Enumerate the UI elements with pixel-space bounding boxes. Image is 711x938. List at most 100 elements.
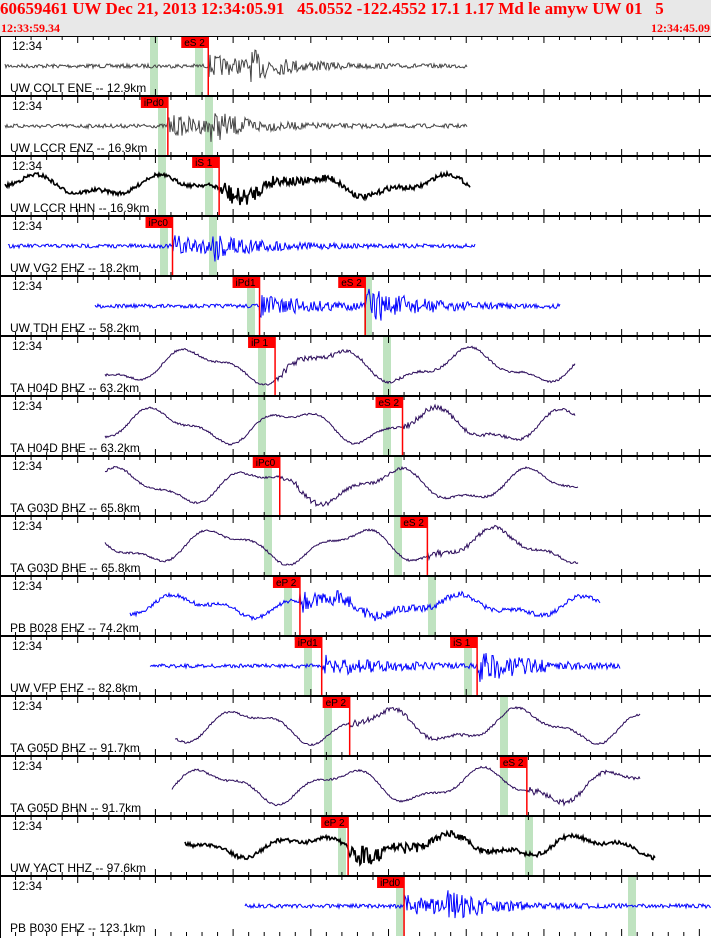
end-time: 12:34:45.09 [651, 21, 710, 35]
pick-label: iS 1 [195, 158, 213, 169]
row-time-label: 12:34 [12, 159, 42, 173]
row-time-label: 12:34 [12, 639, 42, 653]
pick-label: iPd1 [236, 278, 256, 289]
pick-label: eP 2 [324, 818, 345, 829]
pick-label: eS 2 [503, 758, 524, 769]
trace-row: eP 2 12:34 TA G05D BHZ -- 91.7km [0, 695, 711, 756]
pick-window [258, 336, 266, 396]
pick-window [394, 456, 402, 516]
pick-window [324, 756, 332, 816]
pick-label-bg [450, 637, 478, 648]
trace-row: eS 2 12:34 TA H04D BHE -- 63.2km [0, 395, 711, 456]
pick-label-bg [272, 577, 300, 588]
station-label: UW VFP EHZ -- 82.8km [10, 681, 138, 695]
waveform [4, 49, 468, 83]
trace-row: iPc0 12:34 TA G03D BHZ -- 65.8km [0, 455, 711, 516]
station-label: TA G03D BHZ -- 65.8km [10, 501, 140, 515]
station-label: UW VG2 EHZ -- 18.2km [10, 261, 139, 275]
pick-label: iPd0 [380, 878, 400, 889]
waveform [7, 235, 476, 262]
pick-label: eP 2 [326, 698, 347, 709]
trace-row: iPd1 iS 1 12:34 UW VFP EHZ -- 82.8km [0, 635, 711, 696]
pick-label-bg [181, 37, 209, 48]
pick-window [383, 336, 391, 396]
waveform [149, 653, 621, 682]
pick-window [383, 396, 391, 456]
trace-row: eS 2 12:34 UW COLT ENE -- 12.9km [0, 36, 711, 96]
pick-window [158, 96, 166, 156]
pick-window [160, 216, 168, 276]
pick-label: eS 2 [379, 398, 400, 409]
trace-row: iP 1 12:34 TA H04D BHZ -- 63.2km [0, 335, 711, 396]
waveform [104, 465, 579, 508]
pick-label: eS 2 [184, 38, 205, 49]
station-label: PB B030 EHZ -- 123.1km [10, 921, 145, 935]
pick-window [500, 756, 508, 816]
row-time-label: 12:34 [12, 519, 42, 533]
row-time-label: 12:34 [12, 339, 42, 353]
pick-window [205, 156, 213, 216]
pick-window [500, 696, 508, 756]
pick-window [525, 816, 533, 876]
pick-label-bg [400, 517, 428, 528]
row-time-label: 12:34 [12, 459, 42, 473]
pick-label-bg [192, 157, 220, 168]
row-time-label: 12:34 [12, 219, 42, 233]
pick-window [394, 516, 402, 576]
waveform [94, 288, 561, 321]
pick-window [158, 156, 166, 216]
station-label: UW YACT HHZ -- 97.6km [10, 861, 146, 875]
row-time-label: 12:34 [12, 279, 42, 293]
trace-row: eS 2 12:34 TA G05D BHN -- 91.7km [0, 755, 711, 816]
station-label: UW LCCR ENZ -- 16.9km [10, 141, 147, 155]
waveform [184, 829, 656, 867]
row-time-label: 12:34 [12, 819, 42, 833]
row-time-label: 12:34 [12, 879, 42, 893]
waveform [104, 345, 576, 386]
row-time-label: 12:34 [12, 99, 42, 113]
pick-label-bg [499, 757, 527, 768]
pick-label: iPd1 [298, 638, 318, 649]
trace-row: iPd0 12:34 PB B030 EHZ -- 123.1km [0, 875, 711, 936]
row-time-label: 12:34 [12, 699, 42, 713]
pick-label-bg [377, 877, 405, 888]
row-time-label: 12:34 [12, 759, 42, 773]
pick-window [209, 216, 217, 276]
event-title: 60659461 UW Dec 21, 2013 12:34:05.91 45.… [0, 0, 664, 18]
station-label: UW COLT ENE -- 12.9km [10, 81, 146, 95]
waveform [104, 524, 579, 566]
pick-window [428, 576, 436, 636]
pick-window [338, 816, 346, 876]
pick-label-bg [375, 397, 403, 408]
waveform [174, 705, 641, 747]
pick-label-bg [252, 457, 280, 468]
seismogram-plot: eS 2 12:34 UW COLT ENE -- 12.9km iPd0 12:34 U… [0, 36, 711, 938]
pick-window [364, 276, 372, 336]
waveform [171, 765, 641, 807]
pick-window [284, 576, 292, 636]
row-time-label: 12:34 [12, 399, 42, 413]
row-time-label: 12:34 [12, 39, 42, 53]
pick-label: iPc0 [256, 458, 276, 469]
pick-label: iP 1 [251, 338, 268, 349]
trace-row: iPc0 12:34 UW VG2 EHZ -- 18.2km [0, 215, 711, 276]
pick-label-bg [294, 637, 322, 648]
row-time-label: 12:34 [12, 579, 42, 593]
pick-label: eS 2 [403, 518, 424, 529]
header: 60659461 UW Dec 21, 2013 12:34:05.91 45.… [0, 0, 711, 36]
trace-row: eP 2 12:34 PB B028 EHZ -- 74.2km [0, 575, 711, 636]
waveform [129, 590, 601, 622]
pick-label-bg [140, 97, 168, 108]
waveform [4, 169, 471, 206]
pick-window [264, 456, 272, 516]
pick-label-bg [322, 697, 350, 708]
station-label: TA G05D BHN -- 91.7km [10, 801, 141, 815]
waveform [104, 403, 576, 446]
pick-label: iPc0 [149, 218, 169, 229]
station-label: TA G03D BHE -- 65.8km [10, 561, 140, 575]
station-label: TA G05D BHZ -- 91.7km [10, 741, 140, 755]
pick-label-bg [145, 217, 173, 228]
trace-row: eS 2 12:34 TA G03D BHE -- 65.8km [0, 515, 711, 576]
pick-window [264, 516, 272, 576]
trace-row: iS 1 12:34 UW LCCR HHN -- 16.9km [0, 155, 711, 216]
